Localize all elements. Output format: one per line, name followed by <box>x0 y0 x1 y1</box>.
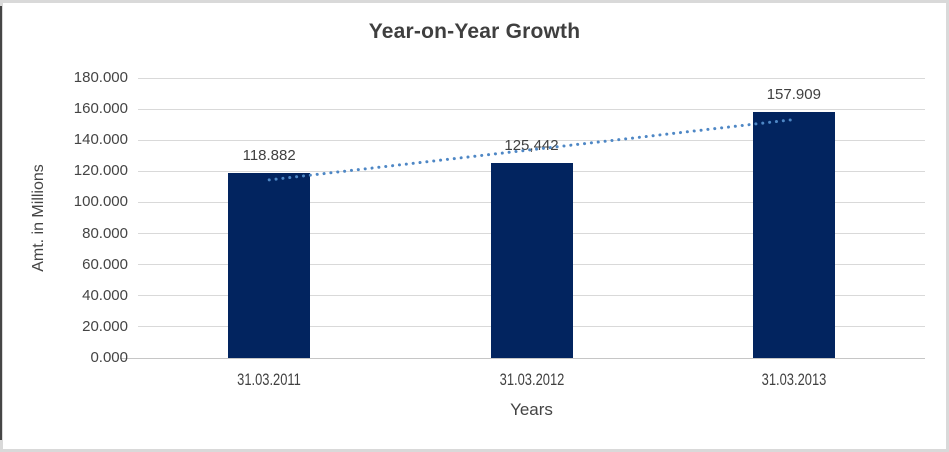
x-tick-label: 31.03.2013 <box>761 370 827 389</box>
y-tick-label: 0.000 <box>90 349 128 366</box>
data-label: 125,442 <box>504 136 559 154</box>
y-tick-label: 40.000 <box>82 286 128 304</box>
bar <box>752 112 835 358</box>
bar <box>490 162 573 358</box>
gridline <box>138 108 925 110</box>
data-label: 157.909 <box>766 86 821 104</box>
plot-area <box>120 77 925 359</box>
data-label: 118.882 <box>242 147 296 165</box>
y-tick-label: 140.000 <box>73 131 128 149</box>
chart-title: Year-on-Year Growth <box>368 20 581 43</box>
y-tick-label: 180.000 <box>73 69 128 86</box>
x-axis-line <box>120 357 925 359</box>
x-tick-label: 31.03.2012 <box>499 370 564 389</box>
y-tick-label: 80.000 <box>82 224 128 242</box>
y-tick-label: 20.000 <box>82 317 128 335</box>
x-axis-title: Years <box>510 400 553 419</box>
left-edge-line <box>0 6 2 440</box>
y-tick-label: 100.000 <box>73 193 128 211</box>
x-tick-label: 31.03.2011 <box>237 370 302 389</box>
gridline <box>138 77 925 79</box>
y-tick-label: 120.000 <box>73 162 128 180</box>
bar <box>228 173 311 358</box>
y-tick-label: 60.000 <box>82 255 128 273</box>
y-tick-label: 160.000 <box>73 100 128 118</box>
